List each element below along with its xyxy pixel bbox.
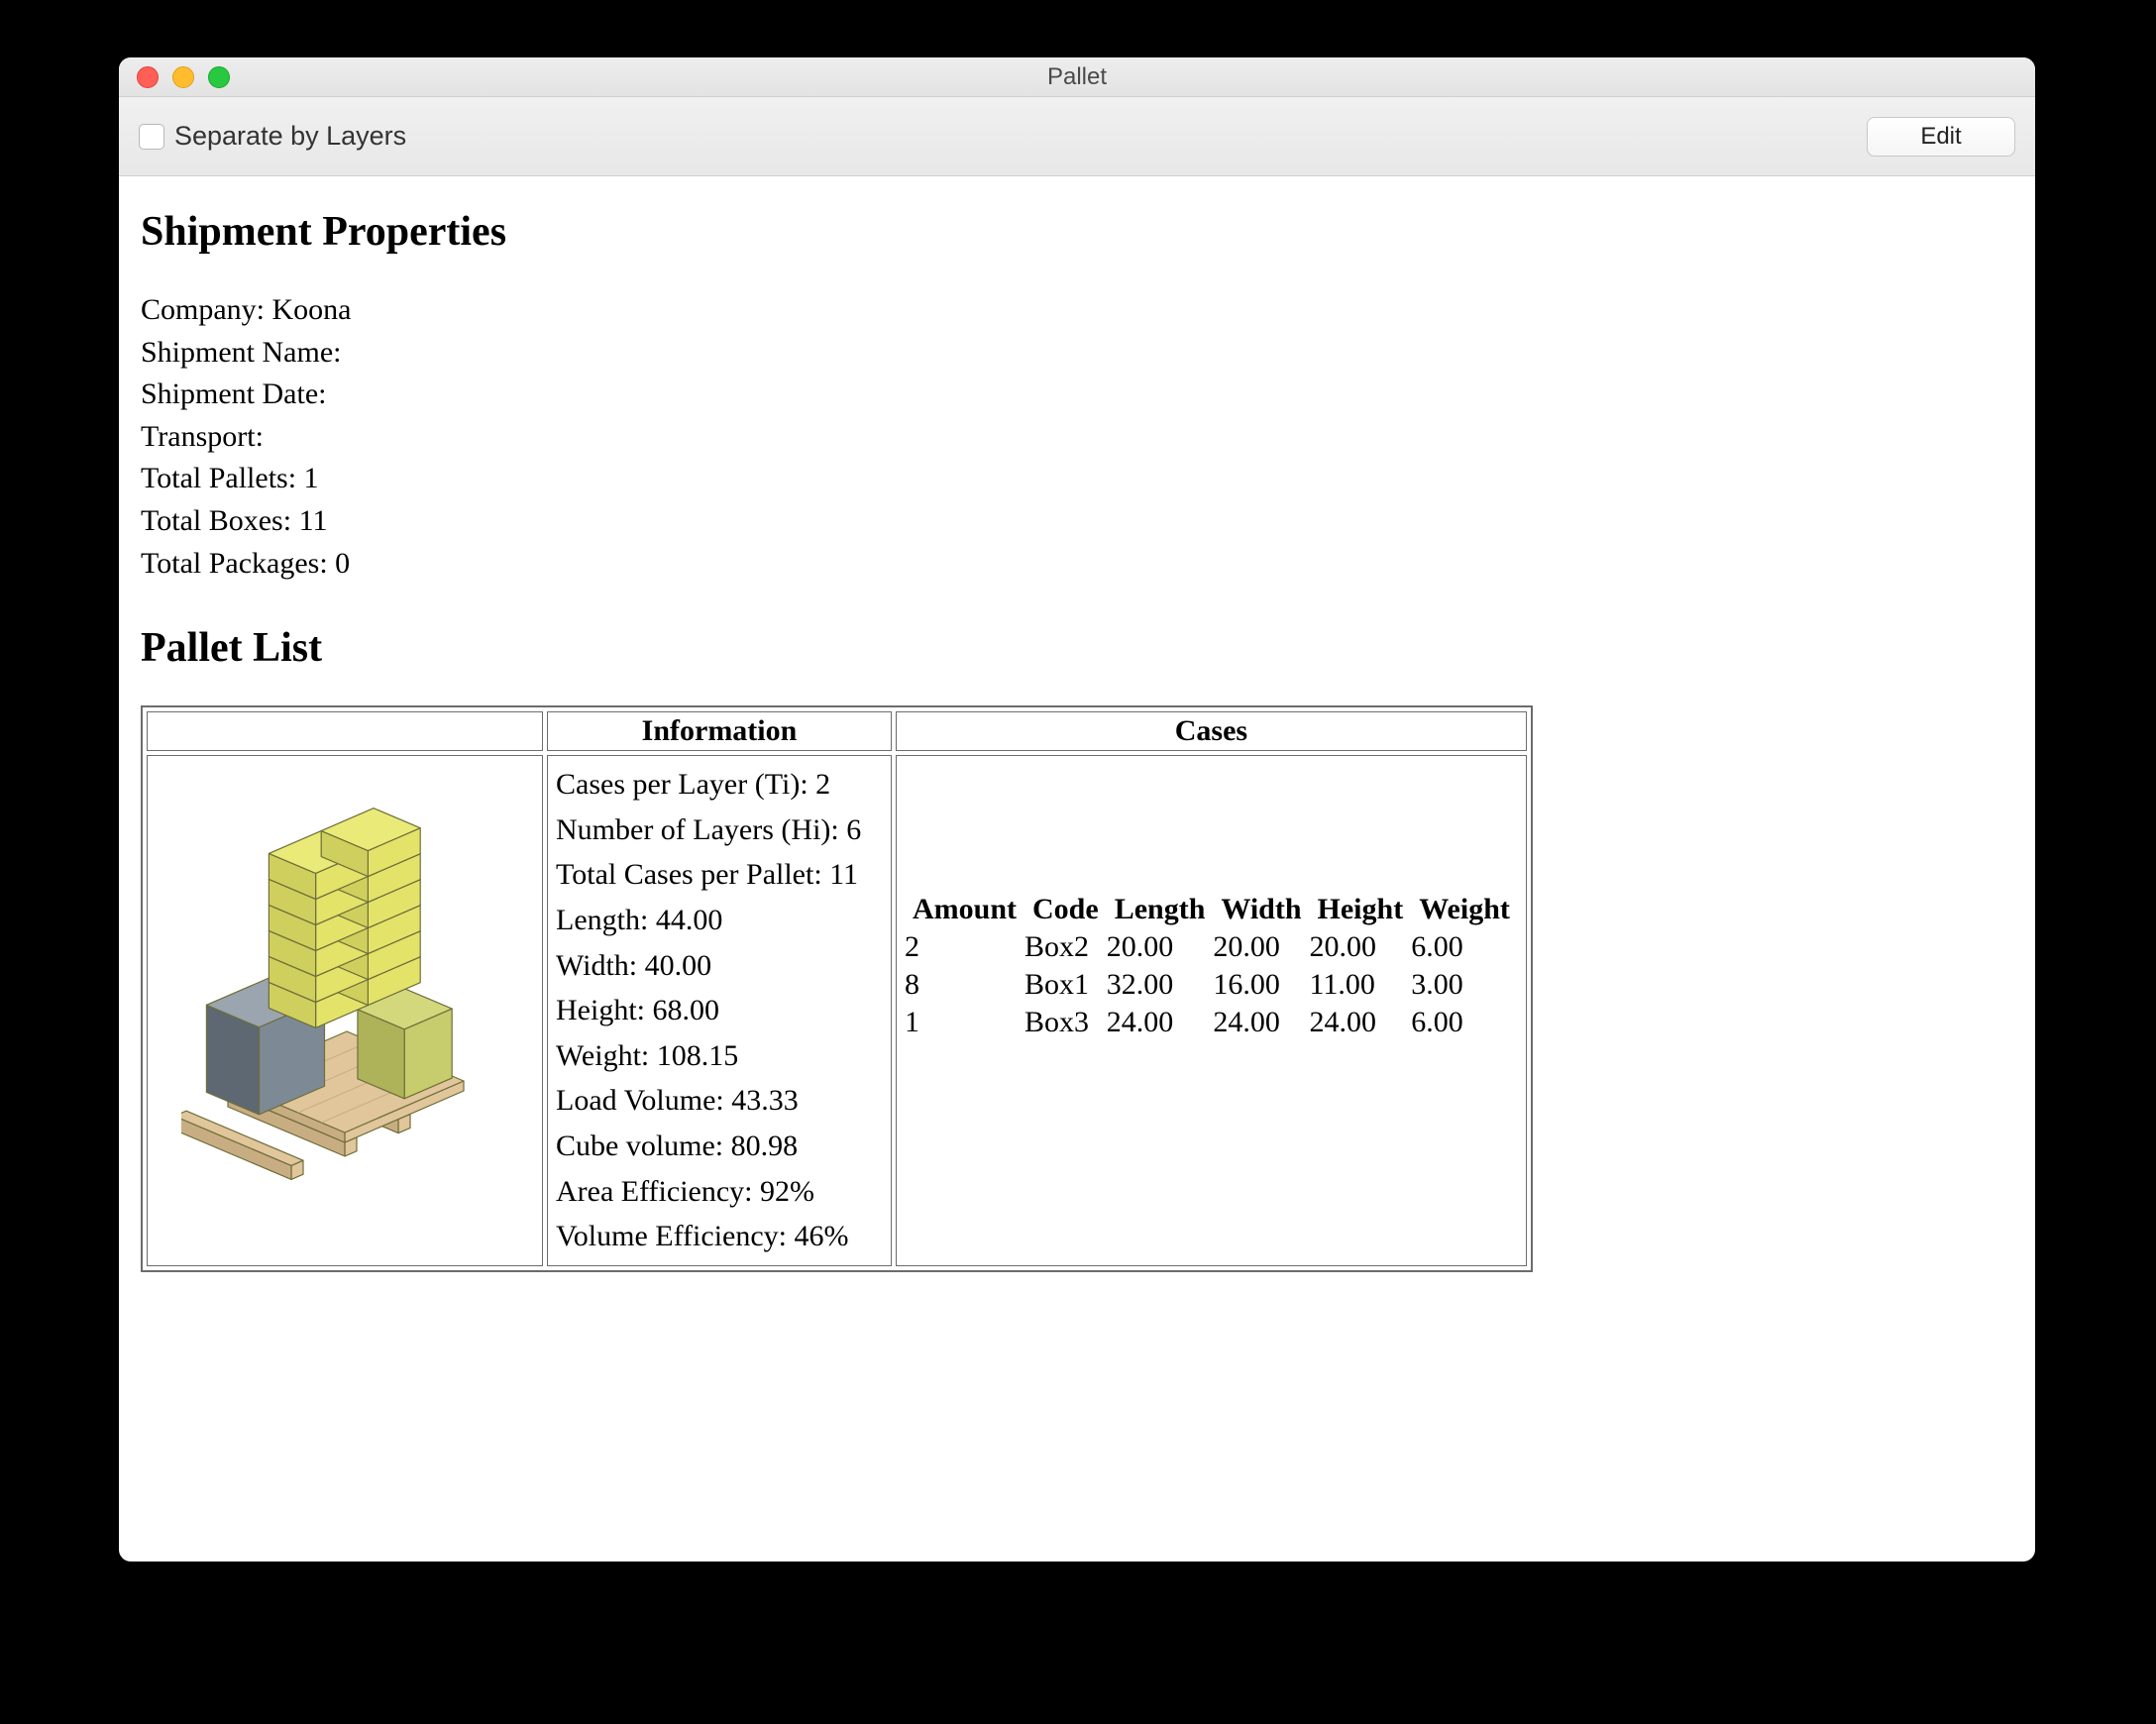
separate-checkbox[interactable] bbox=[139, 124, 164, 150]
content-area: Shipment Properties Company: Koona Shipm… bbox=[119, 176, 2035, 1290]
pallet-info-cell: Cases per Layer (Ti): 2 Number of Layers… bbox=[547, 755, 892, 1266]
cases-cell-width: 20.00 bbox=[1213, 928, 1309, 966]
toolbar: Separate by Layers Edit bbox=[119, 97, 2035, 176]
cases-cell-weight: 6.00 bbox=[1411, 928, 1518, 966]
prop-company: Company: Koona bbox=[141, 289, 2013, 332]
cases-cell-weight: 6.00 bbox=[1411, 1004, 1518, 1041]
cases-cell-code: Box3 bbox=[1024, 1004, 1107, 1041]
cases-cell-weight: 3.00 bbox=[1411, 966, 1518, 1004]
window-title: Pallet bbox=[119, 63, 2035, 91]
cases-cell-code: Box1 bbox=[1024, 966, 1107, 1004]
info-weight: Weight: 108.15 bbox=[556, 1033, 883, 1079]
cases-h-height: Height bbox=[1310, 891, 1412, 928]
info-load-volume: Load Volume: 43.33 bbox=[556, 1078, 883, 1124]
cases-cell-height: 11.00 bbox=[1310, 966, 1412, 1004]
cases-row: 2Box220.0020.0020.006.00 bbox=[905, 928, 1518, 966]
separate-by-layers-option[interactable]: Separate by Layers bbox=[139, 121, 406, 152]
cases-cell-width: 24.00 bbox=[1213, 1004, 1309, 1041]
prop-shipment-name: Shipment Name: bbox=[141, 332, 2013, 375]
app-window: Pallet Separate by Layers Edit Shipment … bbox=[119, 57, 2035, 1562]
prop-total-pallets: Total Pallets: 1 bbox=[141, 458, 2013, 500]
info-hi: Number of Layers (Hi): 6 bbox=[556, 808, 883, 853]
info-cube-volume: Cube volume: 80.98 bbox=[556, 1124, 883, 1169]
pallet-list-heading: Pallet List bbox=[141, 624, 2013, 672]
separate-label: Separate by Layers bbox=[174, 121, 406, 152]
pallet-table: Information Cases Cases per Layer (Ti): … bbox=[141, 705, 1533, 1272]
cases-cell-code: Box2 bbox=[1024, 928, 1107, 966]
table-row: Cases per Layer (Ti): 2 Number of Layers… bbox=[147, 755, 1527, 1266]
pallet-isometric-icon bbox=[181, 792, 508, 1188]
info-length: Length: 44.00 bbox=[556, 898, 883, 943]
header-cases: Cases bbox=[896, 711, 1527, 751]
info-total: Total Cases per Pallet: 11 bbox=[556, 852, 883, 898]
shipment-properties-heading: Shipment Properties bbox=[141, 208, 2013, 256]
cases-h-width: Width bbox=[1213, 891, 1309, 928]
pallet-image-cell bbox=[147, 755, 543, 1266]
cases-table: Amount Code Length Width Height Weight 2… bbox=[905, 891, 1518, 1041]
shipment-properties: Company: Koona Shipment Name: Shipment D… bbox=[141, 289, 2013, 585]
cases-row: 1Box324.0024.0024.006.00 bbox=[905, 1004, 1518, 1041]
cases-row: 8Box132.0016.0011.003.00 bbox=[905, 966, 1518, 1004]
edit-button-label: Edit bbox=[1920, 123, 1961, 151]
cases-h-length: Length bbox=[1107, 891, 1214, 928]
cases-cell-length: 32.00 bbox=[1107, 966, 1214, 1004]
titlebar: Pallet bbox=[119, 57, 2035, 97]
info-ti: Cases per Layer (Ti): 2 bbox=[556, 762, 883, 808]
cases-cell-width: 16.00 bbox=[1213, 966, 1309, 1004]
cases-header-row: Amount Code Length Width Height Weight bbox=[905, 891, 1518, 928]
cases-cell-length: 24.00 bbox=[1107, 1004, 1214, 1041]
info-area-eff: Area Efficiency: 92% bbox=[556, 1169, 883, 1215]
pallet-cases-cell: Amount Code Length Width Height Weight 2… bbox=[896, 755, 1527, 1266]
prop-transport: Transport: bbox=[141, 416, 2013, 459]
cases-cell-amount: 8 bbox=[905, 966, 1024, 1004]
prop-shipment-date: Shipment Date: bbox=[141, 374, 2013, 416]
header-information: Information bbox=[547, 711, 892, 751]
header-image bbox=[147, 711, 543, 751]
edit-button[interactable]: Edit bbox=[1867, 117, 2015, 157]
cases-h-code: Code bbox=[1024, 891, 1107, 928]
cases-h-weight: Weight bbox=[1411, 891, 1518, 928]
info-width: Width: 40.00 bbox=[556, 943, 883, 989]
prop-total-boxes: Total Boxes: 11 bbox=[141, 500, 2013, 543]
cases-cell-amount: 1 bbox=[905, 1004, 1024, 1041]
info-vol-eff: Volume Efficiency: 46% bbox=[556, 1214, 883, 1259]
prop-total-packages: Total Packages: 0 bbox=[141, 543, 2013, 586]
cases-cell-amount: 2 bbox=[905, 928, 1024, 966]
info-height: Height: 68.00 bbox=[556, 988, 883, 1033]
table-header-row: Information Cases bbox=[147, 711, 1527, 751]
cases-h-amount: Amount bbox=[905, 891, 1024, 928]
cases-cell-height: 24.00 bbox=[1310, 1004, 1412, 1041]
cases-cell-length: 20.00 bbox=[1107, 928, 1214, 966]
cases-cell-height: 20.00 bbox=[1310, 928, 1412, 966]
